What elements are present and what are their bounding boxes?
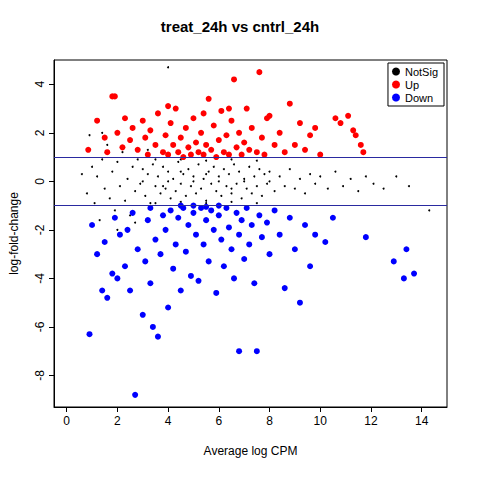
svg-text:Average log CPM: Average log CPM: [204, 444, 298, 458]
svg-text:14: 14: [415, 414, 429, 428]
svg-text:-4: -4: [33, 273, 47, 284]
svg-text:-8: -8: [33, 370, 47, 381]
svg-text:10: 10: [314, 414, 328, 428]
svg-text:2: 2: [33, 129, 47, 136]
svg-text:Down: Down: [405, 92, 433, 104]
svg-text:treat_24h vs cntrl_24h: treat_24h vs cntrl_24h: [161, 18, 319, 35]
svg-text:Up: Up: [405, 79, 419, 91]
svg-text:8: 8: [266, 414, 273, 428]
svg-text:2: 2: [114, 414, 121, 428]
svg-text:4: 4: [165, 414, 172, 428]
svg-text:6: 6: [215, 414, 222, 428]
svg-text:0: 0: [63, 414, 70, 428]
svg-text:NotSig: NotSig: [405, 66, 438, 78]
svg-text:0: 0: [33, 178, 47, 185]
svg-text:12: 12: [364, 414, 378, 428]
svg-text:-2: -2: [33, 224, 47, 235]
svg-text:4: 4: [33, 81, 47, 88]
svg-text:-6: -6: [33, 321, 47, 332]
svg-text:log-fold-change: log-fold-change: [7, 192, 21, 275]
